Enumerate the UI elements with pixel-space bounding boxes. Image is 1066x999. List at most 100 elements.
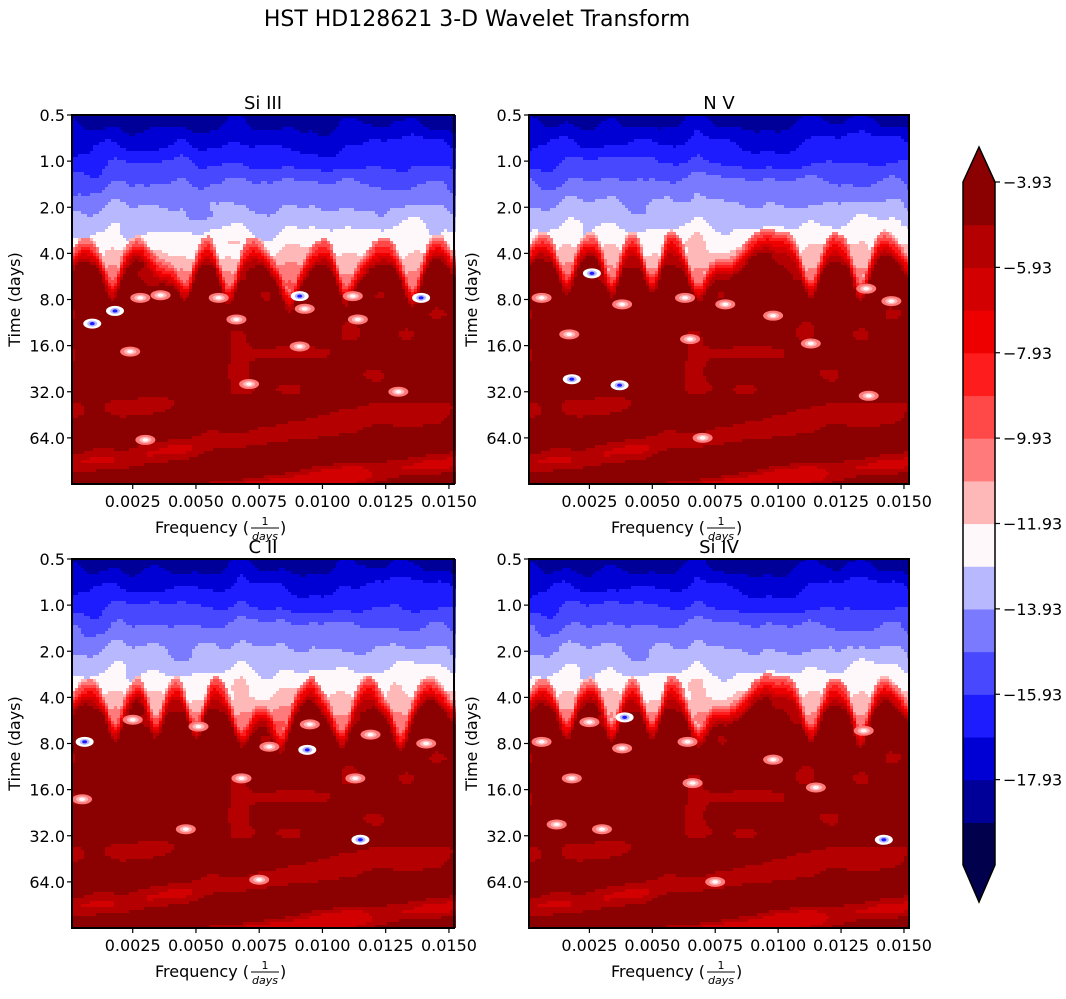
x-label-denominator: days bbox=[252, 974, 278, 987]
x-label-numerator: 1 bbox=[718, 515, 725, 528]
panel-title: N V bbox=[703, 93, 735, 114]
y-tick-label: 16.0 bbox=[486, 781, 522, 800]
spot-11 bbox=[345, 773, 366, 784]
heatmap-field bbox=[529, 559, 910, 928]
spot-8 bbox=[856, 283, 877, 294]
x-tick-label: 0.0075 bbox=[231, 492, 287, 511]
spot-12 bbox=[591, 824, 612, 835]
y-tick-label: 16.0 bbox=[486, 337, 522, 356]
spot-2 bbox=[106, 305, 125, 316]
y-tick-label: 4.0 bbox=[40, 688, 65, 707]
spot-12 bbox=[175, 824, 196, 835]
spot-16 bbox=[135, 434, 156, 445]
y-tick-label: 0.5 bbox=[40, 550, 65, 569]
x-tick-label: 0.0050 bbox=[168, 936, 224, 955]
colorbar-extend-max bbox=[963, 147, 995, 182]
x-tick-label: 0.0150 bbox=[876, 936, 932, 955]
spot-15 bbox=[692, 432, 713, 443]
colorbar-outline bbox=[962, 145, 996, 904]
y-tick-label: 8.0 bbox=[497, 291, 522, 310]
spot-5 bbox=[675, 292, 696, 303]
y-tick-label: 1.0 bbox=[497, 596, 522, 615]
y-tick-label: 64.0 bbox=[486, 873, 522, 892]
spot-7 bbox=[360, 729, 381, 740]
colorbar-segment bbox=[963, 310, 995, 354]
x-tick-label: 0.0150 bbox=[876, 492, 932, 511]
spot-1 bbox=[75, 736, 94, 747]
spot-4 bbox=[299, 719, 320, 730]
colorbar-segment bbox=[963, 182, 995, 226]
spot-10 bbox=[289, 341, 310, 352]
y-tick-label: 32.0 bbox=[29, 827, 65, 846]
spot-10 bbox=[805, 782, 826, 793]
y-tick-label: 0.5 bbox=[497, 550, 522, 569]
figure-suptitle: HST HD128621 3-D Wavelet Transform bbox=[264, 7, 690, 32]
x-axis-label: Frequency (1 days) bbox=[611, 959, 742, 987]
x-tick-label: 0.0025 bbox=[561, 492, 617, 511]
x-tick-label: 0.0100 bbox=[750, 936, 806, 955]
x-label-suffix: ) bbox=[280, 518, 286, 537]
spot-13 bbox=[412, 292, 431, 303]
y-tick-label: 64.0 bbox=[29, 429, 65, 448]
spot-15 bbox=[388, 386, 409, 397]
x-label-suffix: ) bbox=[736, 962, 742, 981]
colorbar-tick-label: −15.93 bbox=[1003, 685, 1062, 704]
y-tick-label: 4.0 bbox=[40, 244, 65, 263]
colorbar-tick-label: −11.93 bbox=[1003, 515, 1062, 534]
spot-4 bbox=[612, 743, 633, 754]
spot-11 bbox=[546, 819, 567, 830]
x-tick-label: 0.0125 bbox=[813, 492, 869, 511]
colorbar-segment bbox=[963, 395, 995, 439]
spot-6 bbox=[208, 292, 229, 303]
colorbar-tick-label: −13.93 bbox=[1003, 600, 1062, 619]
spot-9 bbox=[72, 794, 93, 805]
spot-4 bbox=[150, 290, 171, 301]
y-tick-label: 8.0 bbox=[40, 291, 65, 310]
spot-2 bbox=[582, 268, 601, 279]
y-tick-label: 32.0 bbox=[486, 827, 522, 846]
colorbar-segment bbox=[963, 736, 995, 781]
panel-4: Si IV 0.5 1.0 2.0 4.0 8.0 16.0 32.0 64.0 0.0025 0.… bbox=[462, 537, 932, 987]
heatmap-field bbox=[72, 115, 456, 484]
panel-title: Si III bbox=[244, 93, 282, 114]
y-tick-label: 32.0 bbox=[486, 383, 522, 402]
y-tick-label: 8.0 bbox=[497, 735, 522, 754]
x-tick-label: 0.0050 bbox=[624, 936, 680, 955]
y-tick-label: 2.0 bbox=[497, 642, 522, 661]
colorbar-segment bbox=[963, 438, 995, 482]
colorbar-segment bbox=[963, 779, 995, 823]
spot-1 bbox=[579, 717, 600, 728]
colorbar-segment bbox=[963, 608, 995, 653]
panel-3: C II 0.5 1.0 2.0 4.0 8.0 16.0 32.0 64.0 0.0025 0.0… bbox=[5, 537, 477, 987]
spot-13 bbox=[351, 834, 370, 845]
spot-6 bbox=[715, 299, 736, 310]
x-label-prefix: Frequency ( bbox=[155, 518, 249, 537]
x-tick-label: 0.0100 bbox=[294, 492, 350, 511]
y-tick-label: 1.0 bbox=[40, 152, 65, 171]
x-tick-label: 0.0025 bbox=[561, 936, 617, 955]
spot-12 bbox=[347, 314, 368, 325]
x-label-prefix: Frequency ( bbox=[611, 962, 705, 981]
x-label-denominator: days bbox=[252, 530, 278, 543]
y-tick-label: 1.0 bbox=[497, 152, 522, 171]
colorbar: −17.93 −15.93 −13.93 −11.93 −9.93 −7.93 −5.93 −… bbox=[962, 145, 1062, 904]
y-tick-label: 1.0 bbox=[40, 596, 65, 615]
y-tick-label: 64.0 bbox=[486, 429, 522, 448]
x-label-numerator: 1 bbox=[262, 515, 269, 528]
x-label-numerator: 1 bbox=[718, 959, 725, 972]
spot-7 bbox=[763, 310, 784, 321]
colorbar-segment bbox=[963, 694, 995, 738]
spot-8 bbox=[416, 738, 437, 749]
colorbar-extend-min bbox=[963, 865, 995, 902]
heatmap-field bbox=[529, 115, 910, 484]
spot-6 bbox=[298, 744, 317, 755]
panel-title: C II bbox=[249, 537, 278, 558]
colorbar-segment bbox=[963, 523, 995, 567]
spot-4 bbox=[559, 329, 580, 340]
x-tick-label: 0.0125 bbox=[813, 936, 869, 955]
x-label-prefix: Frequency ( bbox=[155, 962, 249, 981]
colorbar-tick-label: −7.93 bbox=[1003, 344, 1052, 363]
y-axis-label: Time (days) bbox=[462, 696, 481, 792]
colorbar-segment bbox=[963, 566, 995, 610]
